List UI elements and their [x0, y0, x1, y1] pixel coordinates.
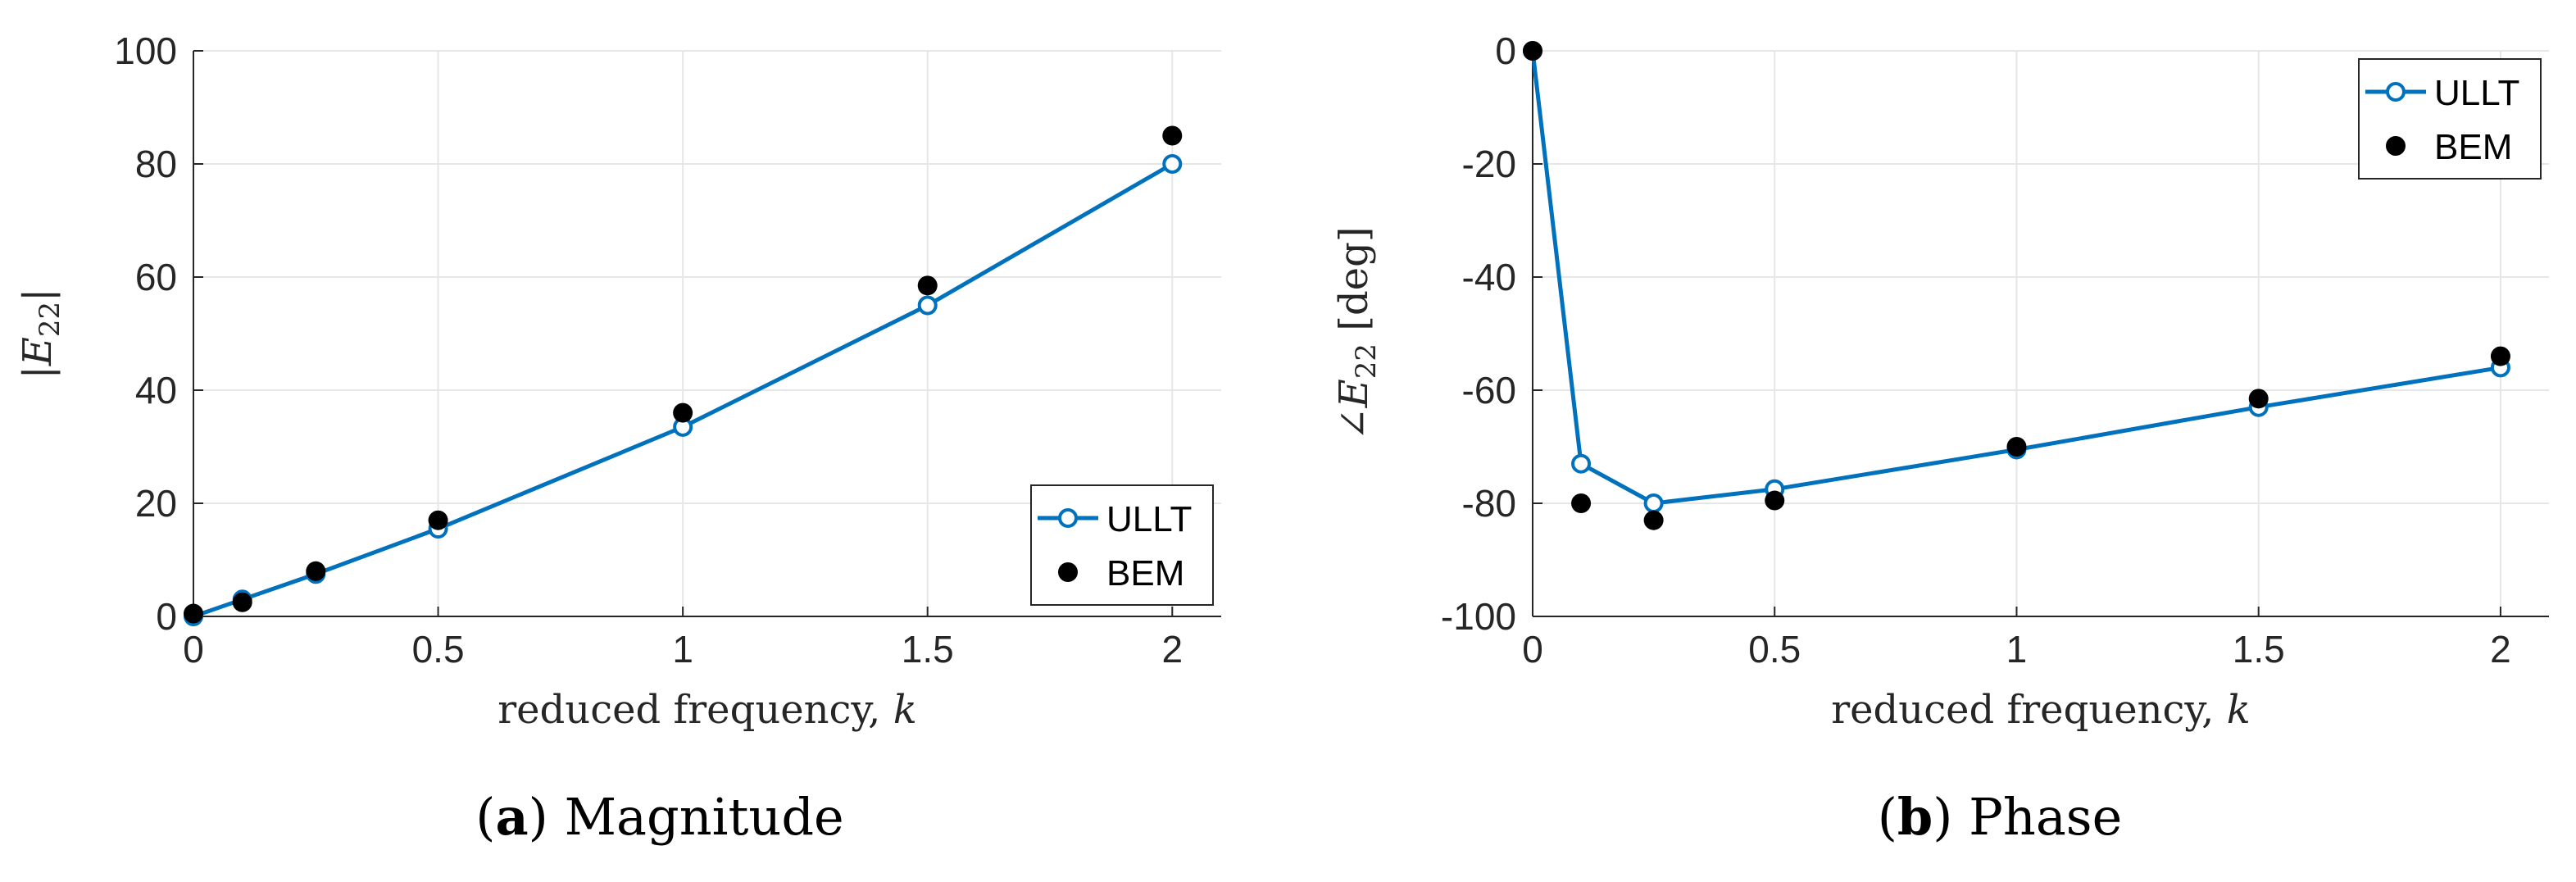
legend-label-ullt: ULLT — [1106, 499, 1192, 539]
y-axis-label-subscript: 22 — [1350, 343, 1383, 379]
y-tick-label: 80 — [135, 143, 177, 185]
legend: ULLT BEM — [2358, 58, 2542, 180]
y-tick-label: 20 — [135, 482, 177, 525]
y-axis-label: ∠E22 [deg] — [1331, 226, 1383, 440]
point-bem — [1162, 125, 1183, 146]
legend-box — [1030, 484, 1214, 606]
point-ullt — [1162, 154, 1183, 174]
x-tick-label: 1.5 — [902, 628, 954, 671]
y-axis-label: |E22| — [15, 289, 66, 380]
x-axis-label-text: reduced frequency, — [497, 687, 893, 733]
point-bem — [2248, 389, 2269, 409]
caption-phase: (b) Phase — [1877, 787, 2123, 847]
legend-marker-ullt — [1058, 508, 1078, 528]
point-bem — [1765, 490, 1785, 511]
y-tick-label: -80 — [1462, 482, 1516, 525]
y-tick-label: 0 — [1495, 30, 1516, 72]
y-axis-label-text: ∠E — [1331, 379, 1377, 440]
y-axis-label-subscript: 22 — [34, 302, 66, 337]
legend-label-bem: BEM — [1106, 553, 1184, 593]
point-ullt — [1571, 453, 1592, 474]
point-bem — [673, 402, 693, 423]
y-axis-label-text: [deg] — [1331, 226, 1377, 343]
y-axis-label-symbol: E — [15, 337, 61, 366]
x-tick-label: 2 — [1161, 628, 1183, 671]
x-axis-label: reduced frequency, k — [1831, 687, 2251, 733]
x-tick-label: 1.5 — [2233, 628, 2285, 671]
x-axis-label-text: reduced frequency, — [1831, 687, 2226, 733]
x-axis-label-symbol: k — [2227, 687, 2251, 733]
point-bem — [1643, 510, 1664, 530]
y-axis-label-part: | — [15, 366, 61, 379]
legend-box — [2358, 58, 2542, 180]
y-axis-label-part: ∠ — [1331, 407, 1377, 440]
y-axis-label-symbol: E — [1331, 379, 1377, 408]
point-bem — [184, 603, 203, 624]
y-tick-label: 100 — [114, 30, 177, 72]
y-tick-label: -40 — [1462, 256, 1516, 298]
legend-label-ullt: ULLT — [2434, 73, 2519, 113]
series-bem — [184, 125, 1183, 624]
point-bem — [306, 561, 326, 581]
y-axis-label-text: | — [15, 289, 61, 302]
point-bem — [428, 510, 448, 530]
y-tick-label: -20 — [1462, 143, 1516, 185]
y-tick-label: -100 — [1441, 595, 1516, 638]
chart-phase: 0 0.5 1 1.5 2 -100 -80 -60 -40 -20 0 reduced freque… — [1331, 30, 2549, 733]
legend-marker-bem — [1058, 562, 1078, 582]
point-bem — [917, 275, 938, 296]
y-tick-label: -60 — [1462, 369, 1516, 411]
x-tick-label: 0.5 — [1748, 628, 1801, 671]
x-tick-label: 0 — [1522, 628, 1543, 671]
point-bem — [1523, 41, 1542, 61]
point-bem — [2490, 346, 2510, 366]
y-axis-label-part: [deg] — [1331, 226, 1377, 343]
x-tick-label: 0 — [183, 628, 204, 671]
legend-label-bem: BEM — [2434, 127, 2512, 167]
legend-marker-bem — [2386, 136, 2406, 156]
x-axis-label: reduced frequency, k — [497, 687, 917, 733]
y-axis-label-part: | — [15, 289, 61, 302]
caption-letter-b: b — [1897, 787, 1933, 847]
x-tick-label: 2 — [2490, 628, 2511, 671]
point-ullt — [1643, 493, 1664, 513]
point-bem — [232, 592, 252, 612]
point-bem — [2006, 437, 2027, 457]
series-bem — [1523, 41, 2510, 530]
x-tick-label: 1 — [2006, 628, 2028, 671]
y-axis-label-text: |E — [15, 337, 61, 379]
legend: ULLT BEM — [1030, 484, 1214, 606]
x-tick-label: 1 — [672, 628, 693, 671]
caption-text-b: Phase — [1969, 787, 2123, 847]
caption-letter-a: a — [495, 787, 529, 847]
y-tick-label: 0 — [156, 595, 177, 638]
caption-text-a: Magnitude — [564, 787, 844, 847]
x-axis-label-symbol: k — [893, 687, 917, 733]
point-bem — [1571, 493, 1592, 513]
point-ullt — [917, 295, 938, 316]
legend-marker-ullt — [2386, 82, 2406, 102]
x-tick-label: 0.5 — [412, 628, 465, 671]
y-tick-label: 40 — [135, 369, 177, 411]
caption-magnitude: (a) Magnitude — [475, 787, 844, 847]
y-tick-label: 60 — [135, 256, 177, 298]
